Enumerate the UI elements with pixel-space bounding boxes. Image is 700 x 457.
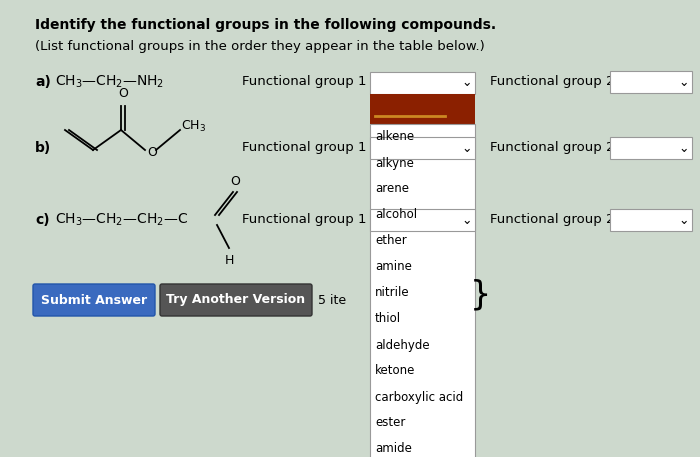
Bar [370, 137, 475, 159]
Text: CH$_3$: CH$_3$ [181, 118, 206, 133]
FancyBboxPatch shape [33, 284, 155, 316]
Text: Try Another Version: Try Another Version [167, 293, 306, 307]
Text: amide: amide [375, 442, 412, 456]
Text: Submit Answer: Submit Answer [41, 293, 147, 307]
Text: alkyne: alkyne [375, 156, 414, 170]
Bar [610, 71, 692, 93]
Text: ether: ether [375, 234, 407, 248]
Text: a): a) [35, 75, 51, 89]
Text: Functional group 2: Functional group 2 [490, 213, 615, 227]
Text: ⌄: ⌄ [679, 75, 690, 89]
Text: CH$_3$—CH$_2$—CH$_2$—C: CH$_3$—CH$_2$—CH$_2$—C [55, 212, 188, 228]
Text: aldehyde: aldehyde [375, 339, 430, 351]
Text: ester: ester [375, 416, 405, 430]
Text: amine: amine [375, 260, 412, 273]
Bar [370, 124, 475, 457]
Text: O: O [118, 87, 128, 100]
Text: }: } [470, 278, 491, 312]
Text: ⌄: ⌄ [679, 142, 690, 154]
Text: b): b) [35, 141, 51, 155]
Text: c): c) [35, 213, 50, 227]
Text: Functional group 1: Functional group 1 [242, 142, 367, 154]
Text: ⌄: ⌄ [462, 142, 472, 154]
Text: CH$_3$—CH$_2$—NH$_2$: CH$_3$—CH$_2$—NH$_2$ [55, 74, 164, 90]
Text: (List functional groups in the order they appear in the table below.): (List functional groups in the order the… [35, 40, 484, 53]
Bar [370, 94, 475, 124]
Text: O: O [147, 147, 157, 159]
Bar [370, 72, 475, 94]
Text: 5 ite: 5 ite [318, 293, 346, 307]
Text: alkene: alkene [375, 131, 414, 143]
Text: Functional group 2: Functional group 2 [490, 142, 615, 154]
Bar [370, 209, 475, 231]
Text: ⌄: ⌄ [462, 213, 472, 227]
Text: O: O [230, 175, 240, 188]
Text: Functional group 1: Functional group 1 [242, 75, 367, 89]
FancyBboxPatch shape [160, 284, 312, 316]
Text: arene: arene [375, 182, 409, 196]
Text: ⌄: ⌄ [462, 76, 472, 90]
Text: thiol: thiol [375, 313, 401, 325]
Text: Identify the functional groups in the following compounds.: Identify the functional groups in the fo… [35, 18, 496, 32]
Text: carboxylic acid: carboxylic acid [375, 390, 463, 404]
Text: Functional group 1: Functional group 1 [242, 213, 367, 227]
Text: ketone: ketone [375, 365, 415, 377]
Bar [610, 137, 692, 159]
Text: nitrile: nitrile [375, 287, 410, 299]
Text: ⌄: ⌄ [679, 213, 690, 227]
Text: H: H [224, 254, 234, 267]
Text: Functional group 2: Functional group 2 [490, 75, 615, 89]
Bar [610, 209, 692, 231]
Text: alcohol: alcohol [375, 208, 417, 222]
